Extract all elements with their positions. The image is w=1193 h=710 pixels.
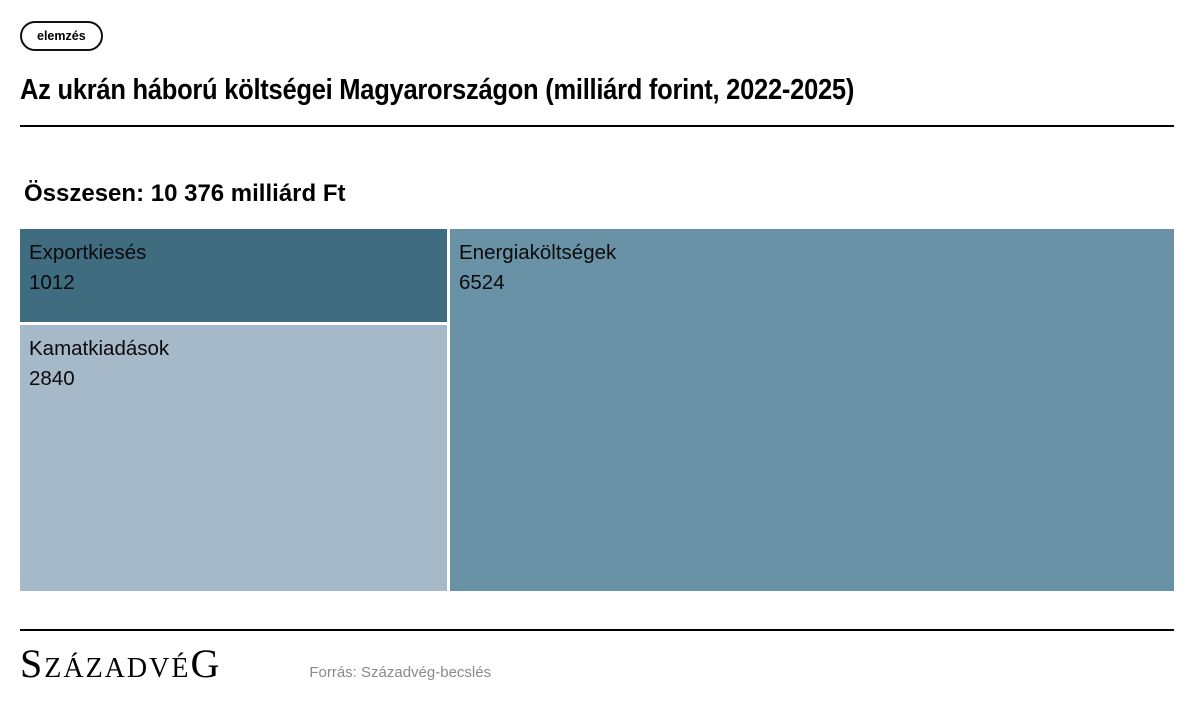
treemap-cell-energiakoltsegek: Energiaköltségek 6524: [450, 228, 1174, 591]
page: elemzés Az ukrán háború költségei Magyar…: [20, 21, 1174, 687]
category-badge: elemzés: [20, 21, 103, 51]
cell-name: Energiaköltségek: [459, 240, 617, 264]
cell-name: Exportkiesés: [29, 240, 147, 264]
source-note: Forrás: Századvég-becslés: [309, 663, 492, 681]
treemap-left-column: Exportkiesés 1012 Kamatkiadások 2840: [20, 228, 447, 591]
treemap-cell-exportkieses: Exportkiesés 1012: [20, 228, 447, 322]
page-title: Az ukrán háború költségei Magyarországon…: [20, 73, 855, 106]
cell-value: 2840: [29, 366, 75, 390]
cell-value: 1012: [29, 270, 75, 294]
logo-letters-mid: ZÁZADVÉ: [44, 652, 191, 684]
cell-name: Kamatkiadások: [29, 336, 170, 360]
footer-divider: [20, 628, 1174, 631]
logo-letter-last: G: [190, 640, 222, 686]
title-divider: [20, 124, 1174, 127]
logo-letter-first: S: [20, 640, 45, 686]
szazadveg-logo: SZÁZADVÉG: [20, 640, 221, 687]
cell-value: 6524: [459, 270, 505, 294]
total-summary: Összesen: 10 376 milliárd Ft: [24, 179, 346, 207]
treemap-cell-kamatkiadasok: Kamatkiadások 2840: [20, 324, 447, 591]
footer: SZÁZADVÉG Forrás: Századvég-becslés: [20, 640, 1174, 687]
treemap-chart: Exportkiesés 1012 Kamatkiadások 2840 Ene…: [20, 228, 1174, 591]
